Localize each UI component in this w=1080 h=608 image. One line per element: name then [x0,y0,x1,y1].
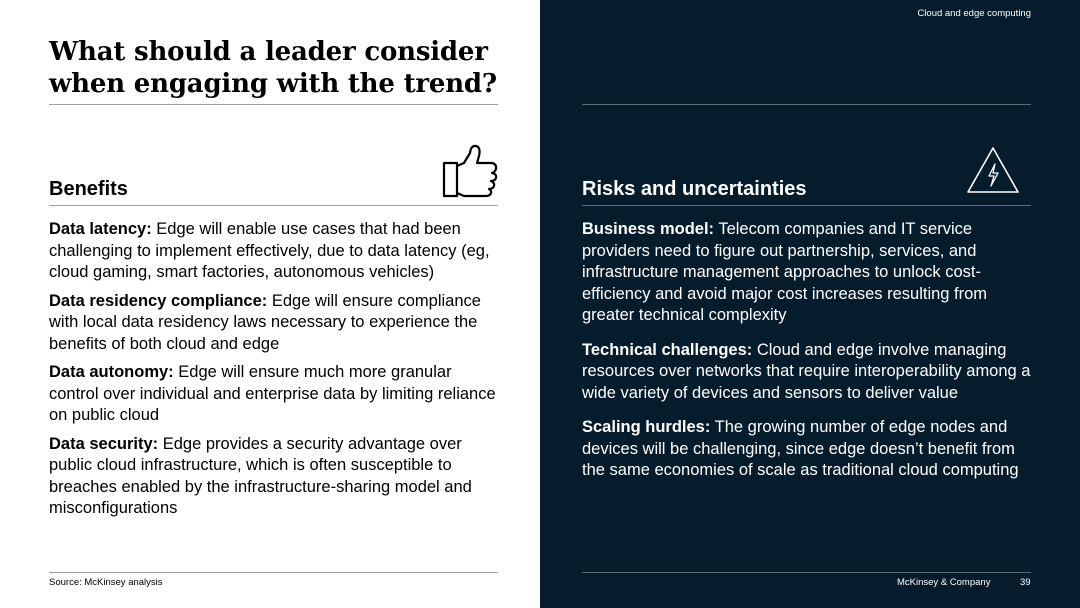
footer-divider-right [582,572,1031,573]
risks-heading: Risks and uncertainties [582,178,807,200]
section-label: Cloud and edge computing [917,8,1031,19]
benefit-text: Edge will enable use cases that had been… [49,220,490,281]
benefit-item: Data security: Edge provides a security … [49,434,501,520]
benefits-heading: Benefits [49,178,128,200]
warning-icon [966,146,1020,194]
benefit-label: Data latency: [49,220,152,238]
benefit-label: Data autonomy: [49,363,174,381]
left-panel: What should a leader consider when engag… [49,37,501,588]
risk-item: Scaling hurdles: The growing number of e… [582,417,1034,482]
risk-text: The growing number of edge nodes and dev… [582,418,1019,479]
benefit-item: Data residency compliance: Edge will ens… [49,291,501,356]
benefit-text: Edge will ensure much more granular cont… [49,363,496,424]
risk-item: Business model: Telecom companies and IT… [582,219,1034,327]
risk-text: Telecom companies and IT service provide… [582,220,988,324]
benefit-item: Data latency: Edge will enable use cases… [49,219,501,284]
title-divider [49,104,498,105]
benefits-divider [49,205,498,206]
source-note: Source: McKinsey analysis [49,577,163,588]
risk-label: Technical challenges: [582,340,753,359]
brand-name: McKinsey & Company [897,577,991,588]
page-number: 39 [1020,577,1031,588]
benefit-item: Data autonomy: Edge will ensure much mor… [49,362,501,427]
benefit-label: Data security: [49,434,159,453]
risks-divider [582,205,1031,206]
benefit-text: Edge provides a security advantage over … [49,434,472,518]
benefit-label: Data residency compliance: [49,291,268,310]
risk-item: Technical challenges: Cloud and edge inv… [582,340,1034,405]
benefit-text: Edge will ensure compliance with local d… [49,291,481,353]
thumbs-up-icon [442,143,498,199]
risk-label: Scaling hurdles: [582,418,711,436]
risk-label: Business model: [582,220,715,238]
footer-divider [49,572,498,573]
slide-title: What should a leader consider when engag… [49,37,497,99]
title-divider-right [582,104,1031,105]
benefits-list: Data latency: Edge will enable use cases… [49,219,501,520]
risk-text: Cloud and edge involve managing resource… [582,340,1031,402]
risks-list: Business model: Telecom companies and IT… [582,219,1034,482]
right-panel: Cloud and edge computing Risks and uncer… [540,0,1080,608]
